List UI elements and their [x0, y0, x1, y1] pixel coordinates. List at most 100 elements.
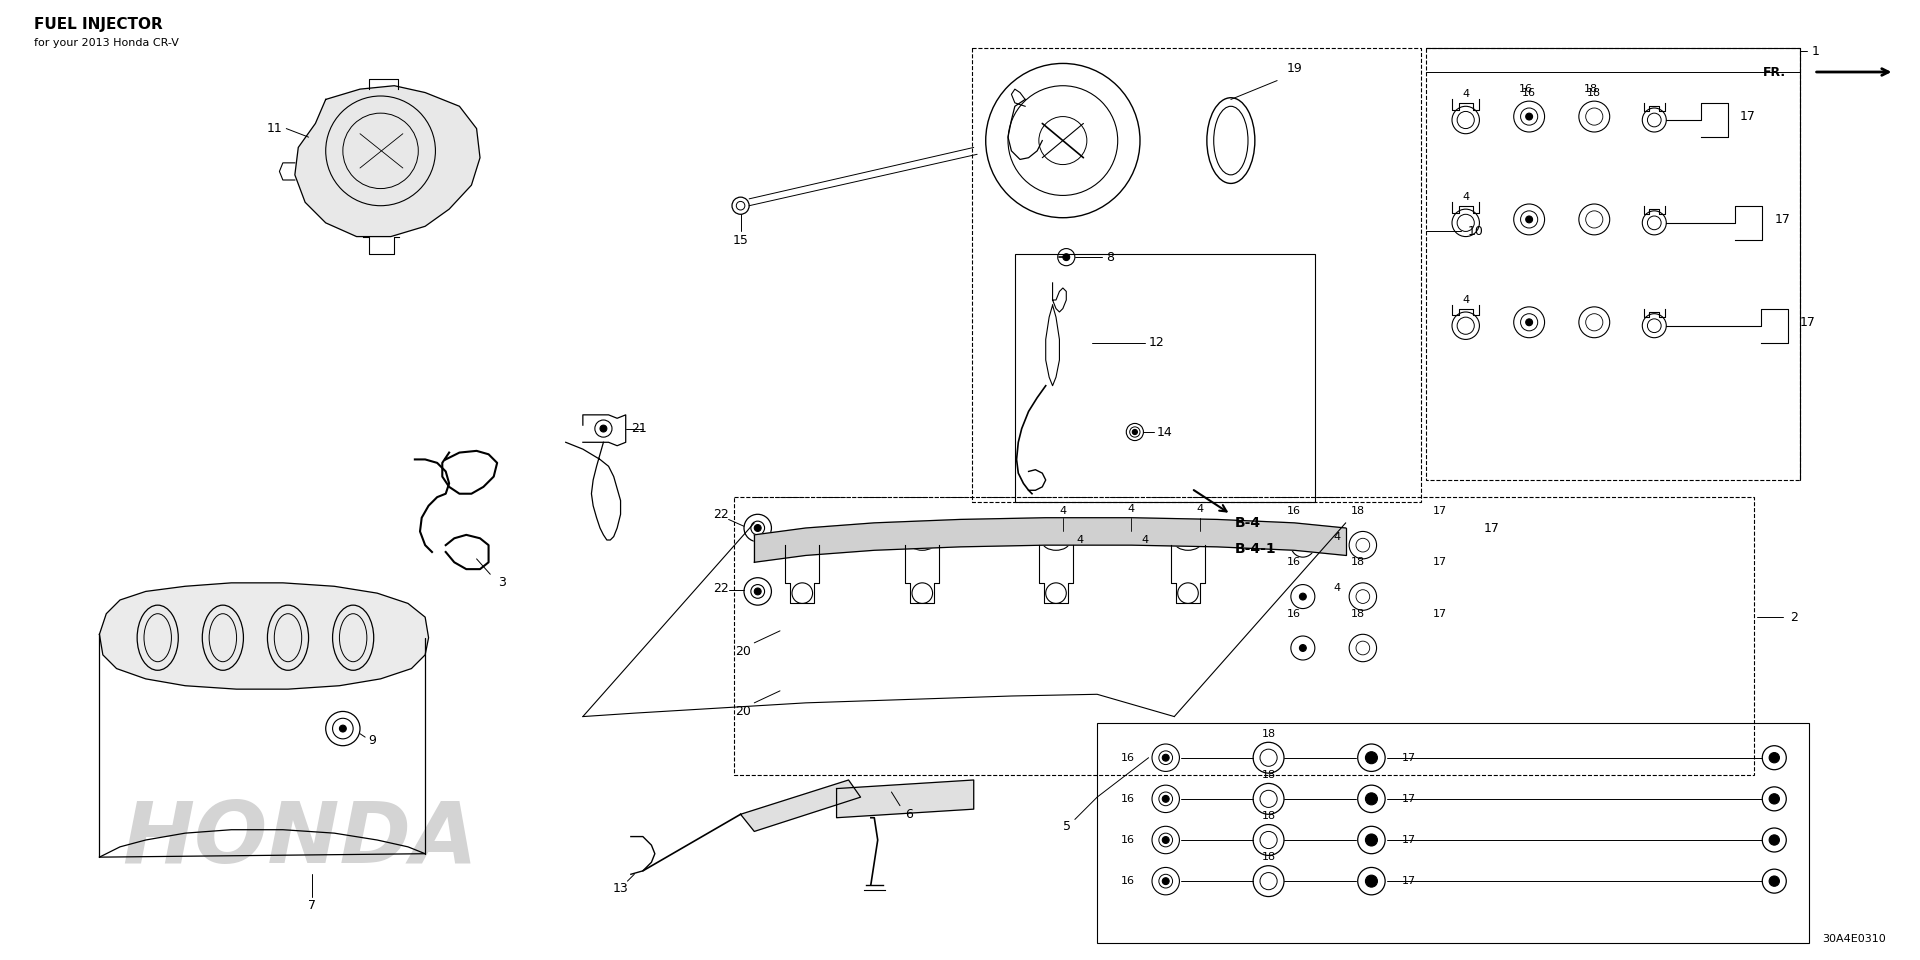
Circle shape [755, 524, 760, 532]
Text: B-4: B-4 [1235, 516, 1260, 530]
Circle shape [1365, 793, 1377, 804]
Text: 18: 18 [1350, 609, 1365, 618]
Text: 20: 20 [735, 645, 751, 658]
Text: 3: 3 [499, 576, 507, 589]
Text: 16: 16 [1523, 87, 1536, 98]
Bar [733, 497, 1753, 775]
Bar [1427, 48, 1801, 480]
Text: 17: 17 [1402, 794, 1417, 804]
Text: 17: 17 [1740, 110, 1757, 123]
Text: 18: 18 [1261, 852, 1275, 862]
Text: 7: 7 [307, 899, 317, 912]
Circle shape [1300, 593, 1306, 600]
Text: 4: 4 [1463, 89, 1469, 99]
Circle shape [1768, 753, 1780, 763]
Text: 12: 12 [1148, 336, 1164, 349]
Text: 18: 18 [1261, 729, 1275, 738]
Text: 2: 2 [1789, 611, 1797, 624]
Text: FR.: FR. [1763, 65, 1786, 79]
Text: 17: 17 [1484, 521, 1500, 535]
Text: 16: 16 [1121, 876, 1135, 886]
Circle shape [1768, 835, 1780, 845]
Text: 22: 22 [712, 582, 728, 594]
Text: 17: 17 [1432, 506, 1448, 516]
Circle shape [1300, 644, 1306, 652]
Bar [1016, 253, 1315, 502]
Polygon shape [741, 780, 860, 831]
Circle shape [1768, 794, 1780, 804]
Text: 11: 11 [267, 122, 282, 135]
Text: 30A4E0310: 30A4E0310 [1822, 934, 1885, 945]
Text: 17: 17 [1774, 213, 1789, 226]
Text: 4: 4 [1334, 532, 1340, 541]
Circle shape [1768, 876, 1780, 886]
Circle shape [1162, 755, 1169, 761]
Circle shape [1526, 216, 1532, 223]
Text: 4: 4 [1060, 506, 1066, 516]
Circle shape [1526, 113, 1532, 120]
Text: 18: 18 [1588, 87, 1601, 98]
Polygon shape [837, 780, 973, 818]
Text: for your 2013 Honda CR-V: for your 2013 Honda CR-V [35, 37, 179, 48]
Text: 19: 19 [1286, 62, 1302, 75]
Text: 16: 16 [1286, 558, 1302, 567]
Text: 4: 4 [1463, 295, 1469, 305]
Text: 17: 17 [1402, 835, 1417, 845]
Text: 5: 5 [1064, 820, 1071, 832]
Circle shape [1162, 836, 1169, 844]
Circle shape [755, 588, 760, 595]
Text: 16: 16 [1121, 794, 1135, 804]
Text: 21: 21 [632, 422, 647, 435]
Text: B-4-1: B-4-1 [1235, 541, 1277, 556]
Circle shape [1365, 752, 1377, 764]
Text: 17: 17 [1402, 876, 1417, 886]
Text: 10: 10 [1467, 225, 1484, 238]
Circle shape [1365, 834, 1377, 846]
Text: 4: 4 [1196, 504, 1204, 515]
Text: 16: 16 [1121, 835, 1135, 845]
Circle shape [1064, 253, 1069, 260]
Text: 4: 4 [1077, 535, 1083, 545]
Polygon shape [296, 85, 480, 236]
Text: 16: 16 [1286, 609, 1302, 618]
Bar [972, 48, 1421, 502]
Text: 9: 9 [369, 734, 376, 747]
Polygon shape [755, 517, 1346, 563]
Text: HONDA: HONDA [123, 799, 478, 881]
Circle shape [1162, 796, 1169, 803]
Text: 16: 16 [1121, 753, 1135, 762]
Text: 14: 14 [1158, 425, 1173, 439]
Text: 8: 8 [1106, 251, 1114, 264]
Text: 18: 18 [1350, 506, 1365, 516]
Text: 18: 18 [1261, 811, 1275, 821]
Text: 1: 1 [1812, 45, 1820, 58]
Text: 6: 6 [904, 807, 912, 821]
Text: 17: 17 [1432, 558, 1448, 567]
Text: 22: 22 [712, 508, 728, 520]
Circle shape [340, 725, 346, 732]
Circle shape [599, 425, 607, 432]
Text: 4: 4 [1127, 504, 1135, 515]
Circle shape [1133, 429, 1137, 435]
Text: 20: 20 [735, 705, 751, 718]
Text: 4: 4 [1334, 583, 1340, 593]
Text: 4: 4 [1142, 535, 1148, 545]
Text: 17: 17 [1402, 753, 1417, 762]
Text: 18: 18 [1261, 770, 1275, 780]
Text: 15: 15 [733, 233, 749, 247]
Text: 16: 16 [1519, 84, 1532, 94]
Text: 18: 18 [1350, 558, 1365, 567]
Text: 18: 18 [1584, 84, 1597, 94]
Text: 4: 4 [1463, 192, 1469, 203]
Bar [1096, 724, 1809, 943]
Text: 13: 13 [612, 881, 628, 895]
Circle shape [1526, 319, 1532, 325]
Circle shape [1365, 876, 1377, 887]
Text: 16: 16 [1286, 506, 1302, 516]
Text: 17: 17 [1432, 609, 1448, 618]
Circle shape [1300, 541, 1306, 548]
Text: 17: 17 [1801, 316, 1816, 328]
Polygon shape [100, 583, 428, 689]
Text: FUEL INJECTOR: FUEL INJECTOR [35, 16, 163, 32]
Circle shape [1162, 877, 1169, 884]
